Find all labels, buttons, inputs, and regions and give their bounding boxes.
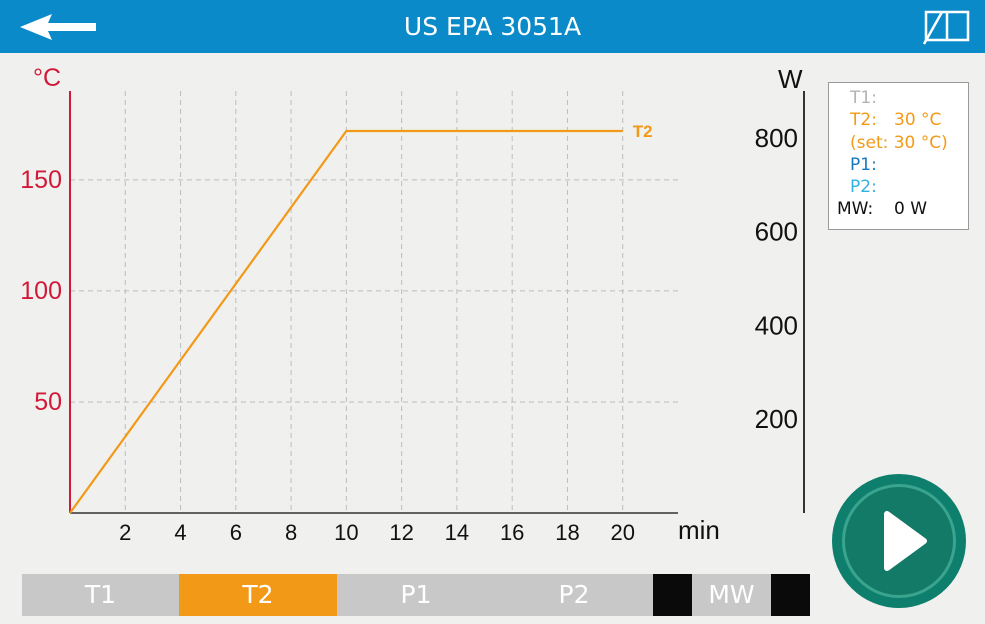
x-tick-label: 20 (610, 520, 634, 545)
legend-mw-label: MW: (837, 199, 874, 220)
x-tick-label: 10 (334, 520, 358, 545)
legend-t2-label: T2: (850, 110, 877, 131)
live-values-panel: T1: T2: 30 °C (set: 30 °C) P1: P2: MW: 0… (828, 82, 969, 230)
legend-t1-label: T1: (850, 88, 877, 108)
x-tick-label: 18 (555, 520, 579, 545)
book-icon (922, 10, 970, 45)
x-tick-label: 6 (230, 520, 242, 545)
chart-series: T2 (69, 122, 653, 514)
x-tick-label: 4 (174, 520, 186, 545)
x-tick-label: 14 (445, 520, 469, 545)
page-title: US EPA 3051A (403, 12, 582, 41)
back-button[interactable] (14, 10, 104, 44)
legend-mw-value: 0 W (894, 199, 928, 220)
tab-p1[interactable]: P1 (337, 574, 495, 616)
tab-p2[interactable]: P2 (495, 574, 653, 616)
start-button[interactable] (832, 474, 966, 608)
legend-p2-label: P2: (850, 177, 877, 198)
legend-t2-row: T2: 30 °C (829, 109, 968, 131)
y-left-tick-label: 150 (20, 166, 62, 194)
legend-p1-row: P1: (829, 154, 968, 176)
legend-t2-value: 30 °C (894, 110, 942, 131)
header-bar (0, 0, 985, 53)
tab-mw-right-block[interactable] (771, 574, 810, 616)
legend-p1-label: P1: (850, 154, 877, 175)
x-unit-label: min (678, 515, 720, 545)
y-right-tick-label: 600 (755, 217, 798, 247)
y-left-tick-label: 50 (34, 388, 62, 416)
y-right-tick-label: 200 (755, 404, 798, 434)
legend-mw-row: MW: 0 W (829, 198, 968, 220)
y-left-tick-label: 100 (20, 277, 62, 305)
tab-mw[interactable]: MW (692, 574, 771, 616)
y-right-unit-label: W (778, 64, 803, 94)
channel-tabs: T1 T2 P1 P2 MW (22, 574, 812, 616)
x-tick-label: 8 (285, 520, 297, 545)
x-tick-label: 16 (500, 520, 524, 545)
x-tick-label: 2 (119, 520, 131, 545)
y-left-unit-label: °C (33, 64, 61, 92)
tab-t1[interactable]: T1 (22, 574, 179, 616)
x-tick-label: 12 (389, 520, 413, 545)
legend-t2-set-row: (set: 30 °C) (829, 132, 968, 154)
legend-t2-setpoint: (set: 30 °C) (850, 132, 948, 153)
series-label-t2: T2 (633, 122, 653, 141)
legend-t1-row: T1: (829, 87, 968, 109)
chart-axes (69, 91, 805, 514)
arrow-left-icon (20, 14, 96, 40)
series-line-t2 (69, 129, 623, 514)
tab-t2[interactable]: T2 (179, 574, 337, 616)
manual-button[interactable] (920, 8, 974, 46)
y-right-tick-label: 400 (755, 310, 798, 340)
play-icon (884, 511, 927, 571)
legend-p2-row: P2: (829, 176, 968, 198)
chart-grid (70, 91, 678, 513)
tab-mw-left-block[interactable] (653, 574, 692, 616)
y-right-tick-label: 800 (755, 123, 798, 153)
